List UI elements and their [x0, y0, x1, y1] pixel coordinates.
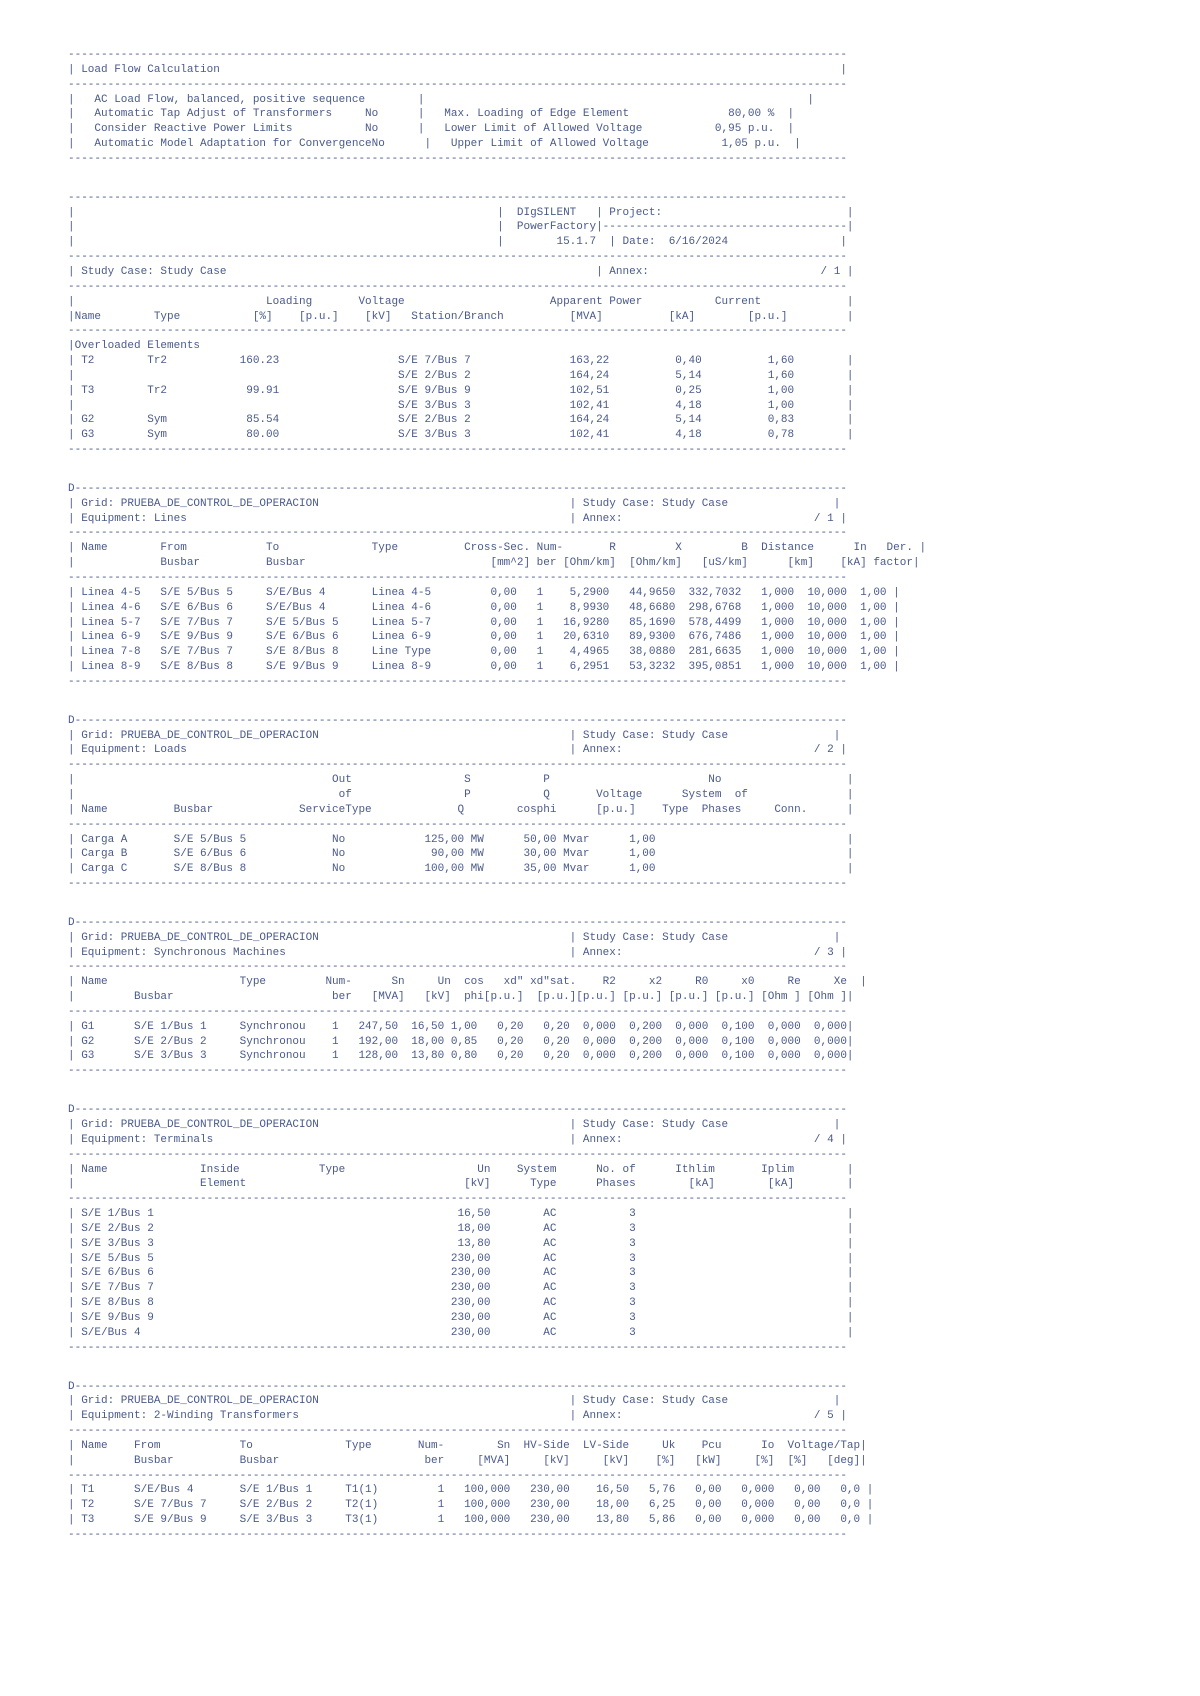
header-pre: ----------------------------------------… — [68, 48, 1148, 167]
lines-pre: D---------------------------------------… — [68, 482, 1148, 690]
synch-section: D---------------------------------------… — [68, 916, 1148, 1079]
terminals-pre: D---------------------------------------… — [68, 1103, 1148, 1355]
transformers-pre: D---------------------------------------… — [68, 1380, 1148, 1543]
synch-pre: D---------------------------------------… — [68, 916, 1148, 1079]
load-flow-header: ----------------------------------------… — [68, 48, 1148, 167]
loads-section: D---------------------------------------… — [68, 714, 1148, 892]
terminals-section: D---------------------------------------… — [68, 1103, 1148, 1355]
project-study-section: ----------------------------------------… — [68, 191, 1148, 458]
project-pre: ----------------------------------------… — [68, 191, 1148, 458]
loads-pre: D---------------------------------------… — [68, 714, 1148, 892]
lines-section: D---------------------------------------… — [68, 482, 1148, 690]
transformers-section: D---------------------------------------… — [68, 1380, 1148, 1543]
